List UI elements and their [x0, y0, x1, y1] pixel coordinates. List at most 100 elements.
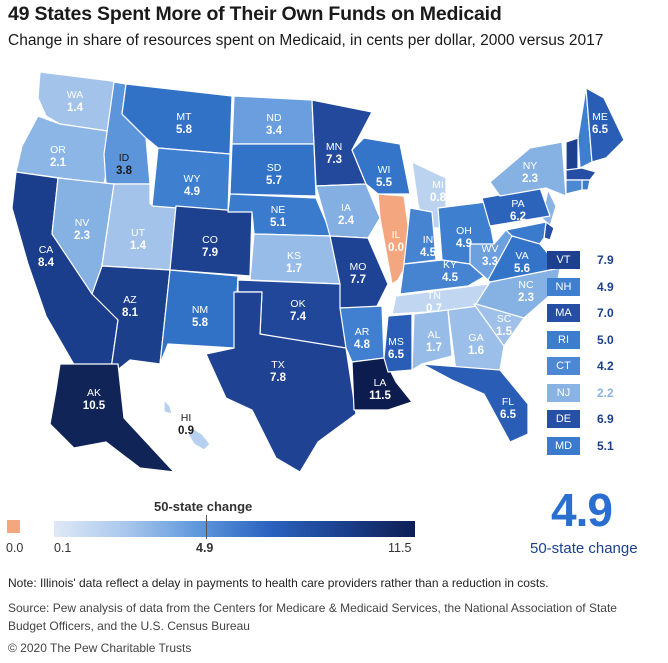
state-label-mt: MT — [176, 111, 192, 123]
state-value-co: 7.9 — [202, 247, 218, 259]
scale-label-min: 0.1 — [54, 541, 72, 555]
state-label-fl: FL — [502, 396, 514, 408]
state-value-ky: 4.5 — [442, 272, 459, 284]
state-label-al: AL — [428, 329, 441, 341]
state-value-va: 5.6 — [514, 263, 530, 275]
state-label-pa: PA — [511, 198, 524, 210]
color-scale-bar — [54, 521, 415, 537]
state-label-tn: TN — [427, 290, 441, 302]
legend-box-vt: VT — [547, 251, 580, 269]
state-label-ms: MS — [388, 336, 404, 348]
state-label-mn: MN — [326, 141, 342, 153]
state-label-oh: OH — [456, 225, 472, 237]
state-value-wa: 1.4 — [67, 102, 84, 114]
scale-label-mid: 4.9 — [196, 541, 214, 555]
state-value-mo: 7.7 — [350, 274, 366, 286]
state-value-me: 6.5 — [592, 124, 609, 136]
state-label-me: ME — [592, 111, 608, 123]
state-label-or: OR — [50, 144, 66, 156]
state-value-ar: 4.8 — [354, 339, 371, 351]
copyright: © 2020 The Pew Charitable Trusts — [8, 641, 192, 655]
state-label-va: VA — [515, 250, 528, 262]
state-value-hi: 0.9 — [178, 425, 194, 437]
legend-value-md: 5.1 — [597, 438, 614, 453]
state-value-sd: 5.7 — [266, 175, 282, 187]
legend-value-ma: 7.0 — [597, 306, 614, 320]
legend-value-ri: 5.0 — [597, 332, 614, 347]
footnote: Note: Illinois' data reflect a delay in … — [8, 576, 549, 590]
state-label-nd: ND — [266, 112, 282, 124]
state-label-mo: MO — [350, 261, 367, 273]
state-fl — [421, 363, 529, 443]
source-note: Source: Pew analysis of data from the Ce… — [8, 601, 617, 633]
state-value-ny: 2.3 — [522, 173, 538, 185]
state-value-mt: 5.8 — [176, 124, 193, 136]
state-label-wv: WV — [482, 243, 499, 255]
legend-value-vt: 7.9 — [597, 253, 614, 267]
state-ma — [565, 167, 597, 181]
state-value-ga: 1.6 — [468, 345, 484, 357]
state-value-nm: 5.8 — [192, 317, 209, 329]
state-label-ks: KS — [287, 250, 301, 262]
scale-label-max: 11.5 — [388, 541, 412, 555]
legend-value-nj: 2.2 — [597, 385, 614, 400]
scale-marker — [206, 515, 207, 539]
illinois-swatch — [7, 520, 20, 533]
state-value-ne: 5.1 — [270, 217, 287, 229]
state-label-nm: NM — [192, 304, 208, 316]
state-value-or: 2.1 — [50, 157, 67, 169]
state-hi — [163, 399, 173, 415]
state-ga — [447, 305, 505, 373]
state-label-co: CO — [202, 234, 218, 246]
state-label-il: IL — [392, 229, 401, 241]
state-value-ca: 8.4 — [38, 257, 55, 269]
scale-title: 50-state change — [154, 499, 253, 514]
state-ri — [581, 179, 591, 191]
state-value-wi: 5.5 — [376, 177, 393, 189]
legend-value-ct: 4.2 — [597, 359, 614, 373]
state-label-sc: SC — [497, 313, 512, 325]
state-value-ok: 7.4 — [290, 311, 307, 323]
state-tx — [205, 291, 357, 473]
state-value-ms: 6.5 — [388, 349, 405, 361]
state-label-ne: NE — [271, 204, 286, 216]
national-change-value: 4.9 — [551, 484, 613, 536]
state-value-pa: 6.2 — [510, 211, 526, 223]
state-me — [585, 87, 625, 163]
state-value-in: 4.5 — [420, 247, 437, 259]
legend-box-nh: NH — [547, 277, 580, 296]
state-value-oh: 4.9 — [456, 238, 472, 250]
state-wv — [469, 229, 513, 281]
state-value-ut: 1.4 — [130, 240, 147, 252]
state-label-wi: WI — [378, 164, 391, 176]
state-value-nv: 2.3 — [74, 230, 90, 242]
state-ak — [49, 363, 175, 473]
state-label-wy: WY — [184, 173, 201, 185]
state-sd — [229, 143, 317, 197]
national-change-label: 50-state change — [530, 540, 638, 557]
state-nm — [159, 269, 239, 365]
state-value-nc: 2.3 — [518, 292, 534, 304]
state-label-sd: SD — [267, 162, 282, 174]
state-al — [411, 309, 453, 371]
state-label-ny: NY — [523, 160, 538, 172]
state-value-tn: 0.7 — [426, 303, 442, 315]
state-in — [403, 207, 437, 265]
state-label-nv: NV — [75, 217, 90, 229]
state-value-ks: 1.7 — [286, 263, 302, 275]
legend-box-ma: MA — [547, 304, 580, 322]
state-label-hi: HI — [181, 412, 192, 424]
state-value-nd: 3.4 — [266, 125, 283, 137]
state-label-wa: WA — [67, 89, 84, 101]
legend-box-de: DE — [547, 410, 580, 428]
state-value-sc: 1.5 — [496, 326, 513, 338]
state-value-il: 0.0 — [388, 242, 404, 254]
state-value-az: 8.1 — [122, 307, 139, 319]
state-value-al: 1.7 — [426, 342, 442, 354]
state-value-mi: 0.8 — [430, 192, 447, 204]
state-value-la: 11.5 — [369, 390, 391, 402]
legend-value-nh: 4.9 — [597, 279, 614, 294]
state-label-ga: GA — [468, 332, 483, 344]
state-value-wy: 4.9 — [184, 186, 200, 198]
